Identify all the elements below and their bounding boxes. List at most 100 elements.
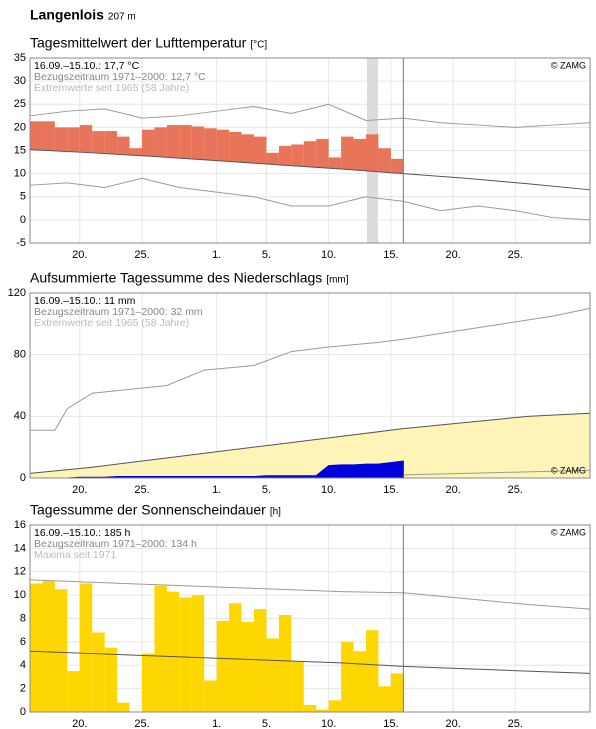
bar: [79, 125, 93, 153]
x-tick-label: 10.: [321, 484, 336, 496]
y-tick-label: 40: [14, 410, 26, 422]
x-tick-label: 25.: [134, 249, 149, 261]
station-elevation: 207 m: [108, 12, 136, 23]
bar: [278, 614, 292, 712]
bar: [42, 121, 55, 151]
x-tick-label: 25.: [508, 249, 523, 261]
x-tick-label: 10.: [321, 718, 336, 729]
x-tick-label: 20.: [72, 249, 87, 261]
line: [30, 307, 591, 431]
x-tick-label: 5.: [262, 718, 271, 729]
bar: [266, 152, 279, 165]
line: [29, 412, 591, 474]
area: [42, 460, 404, 479]
bar: [117, 702, 130, 712]
line: [403, 469, 591, 476]
y-tick-label: 8: [20, 612, 26, 624]
annotation: 16.09.–15.10.: 185 h: [34, 527, 130, 539]
y-tick-label: 35: [14, 52, 26, 64]
bar: [229, 132, 242, 162]
x-tick-label: 20.: [445, 484, 460, 496]
y-tick-label: 12: [14, 566, 26, 578]
x-tick-label: 20.: [72, 718, 87, 729]
bar: [54, 589, 68, 712]
bar: [328, 157, 342, 169]
bar: [316, 138, 329, 168]
bar: [30, 121, 43, 150]
annotation: Maxima seit 1971: [34, 549, 116, 561]
bar: [166, 591, 180, 712]
annotation: Bezugszeitraum 1971–2000: 134 h: [34, 538, 197, 550]
bar: [254, 136, 267, 164]
plot-frame: [29, 292, 591, 479]
y-tick-label: 80: [14, 349, 26, 361]
chart-title: Tagessumme der Sonnenscheindauer: [30, 502, 266, 518]
bar: [378, 686, 391, 712]
bar: [204, 680, 217, 712]
x-tick-label: 25.: [134, 718, 149, 729]
y-tick-label: 30: [14, 75, 26, 87]
bar: [92, 632, 105, 712]
y-tick-label: 5: [20, 191, 26, 203]
x-tick-label: 10.: [321, 249, 336, 261]
chart-unit: [mm]: [326, 275, 348, 286]
x-tick-label: 5.: [262, 484, 271, 496]
bar: [291, 144, 304, 167]
y-tick-label: 120: [8, 287, 26, 299]
bar: [117, 136, 130, 155]
bar: [216, 129, 230, 162]
chart-unit: [h]: [270, 507, 281, 518]
bar: [353, 138, 366, 171]
bar: [179, 125, 192, 159]
x-tick-label: 25.: [508, 718, 523, 729]
bar: [104, 131, 118, 154]
y-tick-label: 0: [20, 214, 26, 226]
bar: [142, 129, 155, 157]
bar: [328, 700, 342, 712]
bar: [241, 134, 254, 163]
y-tick-label: 10: [14, 168, 26, 180]
bar: [191, 126, 205, 160]
y-tick-label: -5: [16, 237, 26, 249]
x-tick-label: 20.: [445, 718, 460, 729]
bar: [42, 581, 55, 712]
bar: [129, 148, 142, 156]
bar: [266, 638, 279, 712]
bar: [341, 641, 354, 712]
y-tick-label: 0: [20, 706, 26, 718]
x-tick-label: 1.: [212, 484, 221, 496]
x-tick-label: 20.: [72, 484, 87, 496]
bar: [191, 595, 205, 712]
bar: [204, 128, 217, 161]
bar: [54, 127, 68, 152]
bar: [166, 125, 180, 158]
x-tick-label: 15.: [383, 484, 398, 496]
chart-unit: [°C]: [250, 40, 267, 51]
bar: [378, 148, 391, 173]
bar: [142, 653, 155, 712]
chart-title: Tagesmittelwert der Lufttemperatur: [30, 35, 247, 51]
x-tick-label: 20.: [445, 249, 460, 261]
x-tick-label: 25.: [134, 484, 149, 496]
y-tick-label: 4: [20, 659, 26, 671]
chart-title: Aufsummierte Tagessumme des Niederschlag…: [30, 270, 322, 286]
bar: [254, 609, 267, 712]
bar: [390, 673, 404, 712]
annotation: Bezugszeitraum 1971–2000: 32 mm: [34, 306, 203, 318]
plot-frame: [29, 57, 591, 244]
credit: © ZAMG: [551, 465, 586, 475]
bar: [216, 620, 230, 712]
bar: [366, 630, 379, 712]
x-tick-label: 1.: [212, 718, 221, 729]
bar: [154, 585, 167, 712]
bar: [67, 671, 80, 712]
line: [29, 177, 591, 221]
y-tick-label: 10: [14, 589, 26, 601]
bar: [291, 661, 304, 712]
plot-frame: [29, 524, 591, 713]
bar: [303, 141, 317, 167]
credit: © ZAMG: [551, 60, 586, 70]
bar: [353, 651, 366, 712]
x-tick-label: 15.: [383, 718, 398, 729]
bar: [278, 145, 292, 166]
